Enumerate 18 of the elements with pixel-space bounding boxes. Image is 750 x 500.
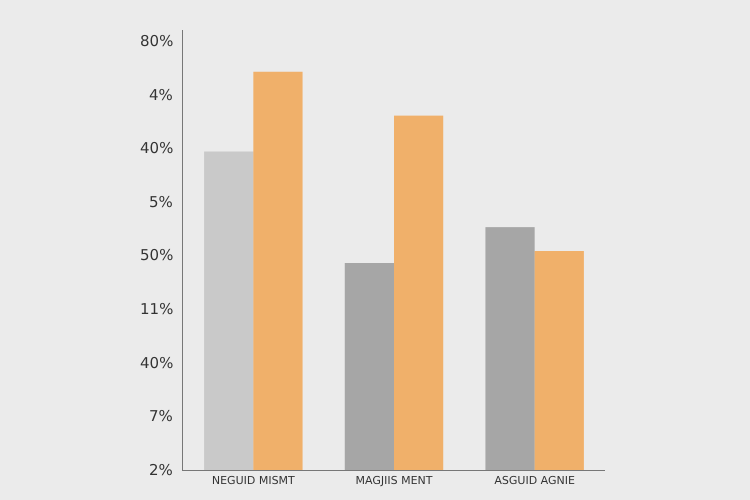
text: 2% <box>149 461 173 479</box>
text: 11% <box>140 300 174 318</box>
bar <box>534 251 584 470</box>
text: 40% <box>140 354 174 372</box>
bar <box>253 72 303 470</box>
text: 7% <box>149 407 173 425</box>
text: 80% <box>140 32 174 50</box>
x-tick-label: NEGUID MISMT <box>212 474 296 488</box>
text: 4% <box>149 86 173 104</box>
x-tick-label: ASGUID AGNIE <box>494 474 576 488</box>
bar <box>204 151 254 470</box>
text: 40% <box>140 139 174 157</box>
text: 5% <box>149 193 173 211</box>
bar <box>485 227 535 470</box>
bar <box>394 116 444 470</box>
x-tick-label: MAGJIIS MENT <box>356 474 433 488</box>
bar <box>344 262 394 470</box>
text: 50% <box>140 246 174 264</box>
